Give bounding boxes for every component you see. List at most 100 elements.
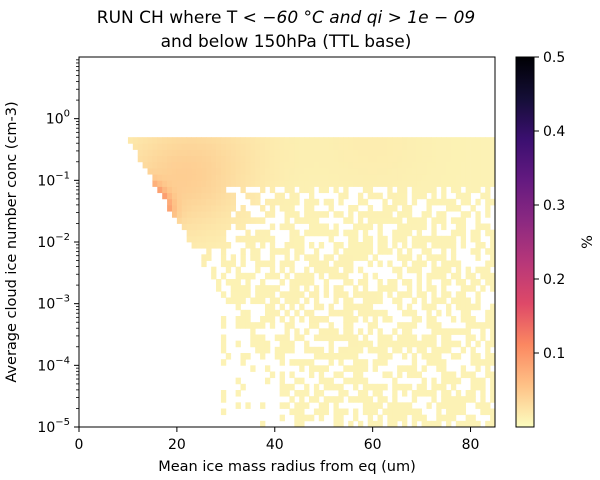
heatmap-cell (490, 383, 496, 391)
heatmap-cell (255, 149, 261, 157)
heatmap-cell (367, 414, 374, 422)
heatmap-cell (264, 143, 271, 150)
heatmap-cell (392, 346, 398, 354)
heatmap-cell (260, 217, 266, 224)
heatmap-cell (279, 279, 285, 286)
heatmap-cell (181, 211, 188, 218)
heatmap-cell (235, 291, 241, 298)
heatmap-cell (211, 211, 217, 218)
heatmap-cell (446, 143, 452, 150)
heatmap-cell (431, 322, 437, 329)
heatmap-cell (343, 377, 349, 385)
heatmap-cell (289, 143, 295, 150)
heatmap-cell (294, 229, 300, 237)
heatmap-cell (289, 198, 295, 206)
heatmap-cell (264, 211, 271, 218)
heatmap-cell (367, 260, 374, 268)
heatmap-cell (455, 229, 462, 237)
heatmap-cell (382, 248, 388, 255)
heatmap-cell (240, 143, 246, 150)
heatmap-cell (485, 180, 491, 187)
heatmap-cell (167, 149, 173, 157)
heatmap-cell (377, 180, 383, 187)
heatmap-cell (260, 353, 266, 360)
heatmap-cell (446, 303, 452, 311)
heatmap-cell (470, 205, 476, 212)
heatmap-cell (245, 161, 251, 169)
heatmap-cell (441, 334, 447, 342)
heatmap-cell (426, 198, 432, 206)
heatmap-cell (328, 309, 334, 317)
heatmap-cell (323, 174, 329, 181)
heatmap-cell (230, 192, 237, 200)
heatmap-cell (294, 402, 300, 409)
heatmap-cell (362, 316, 369, 323)
heatmap-cell (460, 168, 467, 175)
heatmap-cell (328, 328, 334, 335)
heatmap-cell (450, 168, 457, 175)
heatmap-cell (372, 149, 378, 157)
heatmap-cell (333, 353, 339, 360)
heatmap-cell (289, 408, 295, 416)
heatmap-cell (460, 371, 467, 379)
heatmap-cell (348, 279, 354, 286)
heatmap-cell (446, 334, 452, 342)
heatmap-cell (421, 217, 427, 224)
heatmap-cell (245, 272, 251, 280)
heatmap-cell (372, 420, 378, 428)
heatmap-cell (441, 235, 447, 243)
heatmap-cell (250, 272, 256, 280)
heatmap-cell (289, 346, 295, 354)
heatmap-cell (397, 248, 403, 255)
heatmap-cell (230, 291, 237, 298)
heatmap-cell (343, 174, 349, 181)
heatmap-cell (313, 168, 320, 175)
heatmap-cell (402, 383, 408, 391)
heatmap-cell (313, 137, 320, 144)
heatmap-cell (289, 285, 295, 292)
heatmap-cell (392, 168, 398, 175)
heatmap-cell (431, 346, 437, 354)
heatmap-cell (382, 316, 388, 323)
heatmap-cell (397, 408, 403, 416)
heatmap-cell (284, 198, 290, 206)
heatmap-cell (397, 186, 403, 194)
heatmap-cell (348, 205, 354, 212)
heatmap-cell (284, 383, 290, 391)
heatmap-cell (470, 155, 476, 163)
heatmap-cell (279, 155, 285, 163)
heatmap-cell (485, 248, 491, 255)
heatmap-cell (269, 211, 276, 218)
heatmap-cell (431, 272, 437, 280)
heatmap-cell (220, 137, 227, 144)
heatmap-cell (338, 211, 344, 218)
heatmap-cell (353, 174, 359, 181)
heatmap-cell (470, 322, 476, 329)
heatmap-cell (367, 328, 374, 335)
heatmap-cell (216, 211, 222, 218)
heatmap-cell (362, 309, 369, 317)
heatmap-cell (284, 180, 290, 187)
heatmap-cell (343, 217, 349, 224)
heatmap-cell (328, 155, 334, 163)
heatmap-cell (377, 137, 383, 144)
heatmap-cell (450, 174, 457, 181)
heatmap-cell (490, 334, 496, 342)
heatmap-cell (426, 334, 432, 342)
heatmap-cell (426, 248, 432, 255)
heatmap-cell (284, 161, 290, 169)
heatmap-cell (357, 396, 364, 403)
heatmap-cell (304, 254, 310, 261)
heatmap-cell (436, 383, 442, 391)
heatmap-cell (485, 340, 491, 348)
heatmap-cell (132, 143, 139, 150)
heatmap-cell (416, 186, 422, 194)
heatmap-cell (367, 174, 374, 181)
heatmap-cell (220, 174, 227, 181)
heatmap-cell (392, 229, 398, 237)
heatmap-cell (377, 420, 383, 428)
heatmap-cell (309, 322, 315, 329)
heatmap-cell (377, 414, 383, 422)
heatmap-cell (436, 322, 442, 329)
heatmap-cell (480, 242, 486, 249)
